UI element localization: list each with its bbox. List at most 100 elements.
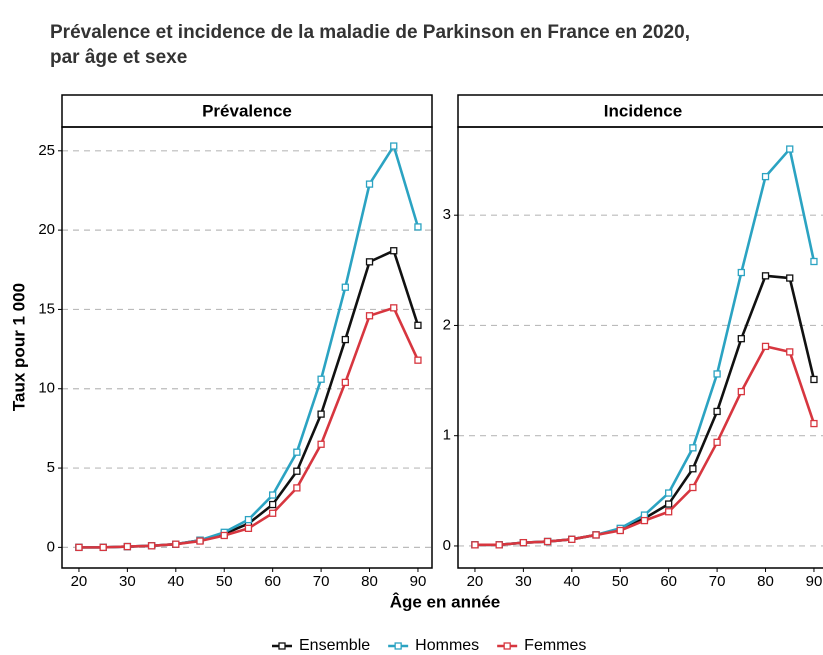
point (761, 272, 770, 280)
y-tick-label: 0 (47, 538, 55, 555)
series-line (78, 144, 420, 549)
point (737, 268, 745, 277)
point (414, 223, 422, 231)
point (317, 440, 325, 448)
point (75, 543, 83, 552)
series-line (78, 306, 420, 549)
y-tick-label: 0 (443, 537, 451, 554)
point (390, 304, 398, 312)
legend-swatch (503, 642, 511, 650)
x-tick-label: 80 (757, 573, 774, 590)
point (568, 535, 576, 543)
y-tick-label: 3 (443, 206, 451, 223)
point (293, 448, 301, 456)
point (713, 438, 721, 446)
legend-swatch (278, 642, 286, 650)
point (365, 312, 374, 320)
y-tick-label: 20 (38, 221, 55, 238)
panel-border (457, 126, 823, 569)
point (689, 444, 697, 452)
point (196, 537, 204, 545)
point (761, 172, 770, 181)
point (665, 489, 673, 497)
point (810, 375, 818, 384)
chart-title: Prévalence et incidence de la maladie de… (50, 22, 690, 43)
x-axis-label: Âge en année (390, 592, 501, 611)
x-tick-label: 70 (709, 573, 726, 590)
series-line (474, 274, 816, 547)
y-tick-label: 15 (38, 300, 55, 317)
x-tick-label: 40 (167, 573, 184, 590)
point (244, 515, 253, 524)
x-tick-label: 20 (71, 573, 88, 590)
point (244, 524, 253, 532)
x-tick-label: 60 (660, 573, 677, 590)
panel-strip (457, 94, 823, 128)
point (713, 407, 721, 416)
y-tick-label: 2 (443, 316, 451, 333)
x-tick-label: 20 (467, 573, 484, 590)
point (640, 516, 649, 525)
point (471, 541, 479, 549)
point (665, 500, 673, 508)
point (365, 258, 374, 266)
point (616, 526, 624, 535)
point (293, 484, 301, 492)
point (737, 335, 745, 343)
point (689, 465, 697, 473)
x-tick-label: 30 (119, 573, 136, 590)
point (713, 370, 721, 378)
y-tick-label: 25 (38, 142, 55, 159)
legend-label: Ensemble (299, 637, 370, 654)
point (689, 483, 697, 492)
point (365, 180, 374, 188)
y-axis-label: Taux pour 1 000 (9, 283, 28, 411)
point (786, 274, 794, 282)
x-tick-label: 70 (313, 573, 330, 590)
point (786, 145, 794, 153)
point (123, 542, 132, 551)
legend-label: Hommes (415, 637, 479, 654)
point (665, 508, 673, 516)
point (519, 538, 528, 547)
x-tick-label: 40 (563, 573, 580, 590)
point (543, 537, 552, 546)
point (390, 142, 398, 150)
point (269, 500, 277, 509)
point (293, 467, 301, 475)
point (147, 542, 156, 550)
x-tick-label: 80 (361, 573, 378, 590)
point (495, 541, 503, 549)
x-tick-label: 50 (612, 573, 629, 590)
chart-title: par âge et sexe (50, 47, 187, 68)
panel-title: Incidence (604, 101, 682, 120)
point (269, 509, 277, 517)
point (414, 356, 422, 364)
x-tick-label: 30 (515, 573, 532, 590)
panel-border (61, 126, 433, 569)
point (810, 257, 818, 266)
x-tick-label: 50 (216, 573, 233, 590)
series-line (78, 249, 420, 549)
point (786, 348, 794, 356)
point (341, 335, 349, 344)
x-tick-label: 90 (410, 573, 427, 590)
point (220, 531, 228, 540)
panel-strip (61, 94, 433, 128)
panel-title: Prévalence (202, 101, 292, 120)
y-tick-label: 10 (38, 380, 55, 397)
point (172, 540, 180, 548)
point (317, 410, 325, 418)
point (269, 491, 277, 499)
point (341, 378, 349, 387)
legend-label: Femmes (524, 637, 586, 654)
point (761, 342, 770, 351)
y-tick-label: 5 (47, 459, 55, 476)
point (414, 321, 422, 329)
point (390, 247, 398, 255)
point (341, 283, 349, 291)
x-tick-label: 90 (806, 573, 823, 590)
point (592, 531, 600, 539)
